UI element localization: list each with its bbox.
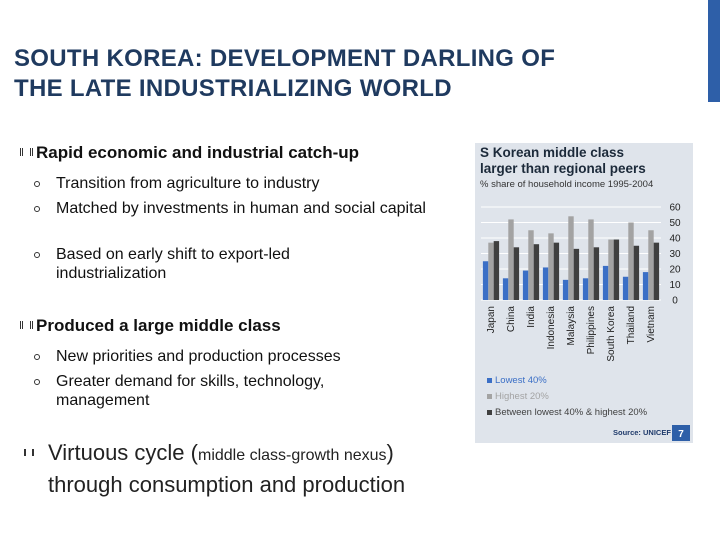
text: middle class-growth nexus xyxy=(197,447,387,464)
x-tick-label: Malaysia xyxy=(566,306,577,346)
sub-bullet: Transition from agriculture to industry xyxy=(34,174,446,193)
x-tick-label: Indonesia xyxy=(546,306,557,350)
bar xyxy=(522,270,529,300)
x-tick-label: Japan xyxy=(486,306,497,333)
legend-label: Highest 20% xyxy=(495,391,549,402)
bar xyxy=(573,248,580,300)
x-tick-label: Philippines xyxy=(586,306,597,354)
bar xyxy=(493,241,500,300)
x-tick-label: India xyxy=(526,306,537,328)
text: ) xyxy=(386,440,394,465)
bar xyxy=(542,267,549,300)
y-tick-label: 40 xyxy=(669,234,681,245)
y-tick-label: 60 xyxy=(669,203,681,214)
bar xyxy=(613,239,620,300)
bar xyxy=(653,242,660,300)
page-box xyxy=(672,425,690,441)
bar xyxy=(582,278,589,300)
chart-subtitle: % share of household income 1995-2004 xyxy=(480,179,653,190)
sub-bullet: New priorities and production processes xyxy=(34,347,416,366)
y-tick-label: 0 xyxy=(672,296,678,307)
y-tick-label: 30 xyxy=(669,249,681,260)
chart-title: larger than regional peers xyxy=(480,161,646,176)
bar xyxy=(628,222,634,300)
bar xyxy=(622,276,629,300)
x-tick-label: South Korea xyxy=(606,306,617,362)
bar xyxy=(488,242,494,300)
bar xyxy=(528,230,534,300)
source: Source: UNICEF xyxy=(613,428,671,437)
bar xyxy=(568,216,574,300)
sub-bullet: Based on early shift to export-led indus… xyxy=(34,245,356,283)
bar xyxy=(602,265,609,300)
bar xyxy=(642,272,649,300)
bullet: Rapid economic and industrial catch-up xyxy=(19,143,360,162)
legend-swatch xyxy=(487,394,492,399)
legend-swatch xyxy=(487,410,492,415)
bar xyxy=(548,233,554,300)
y-tick-label: 10 xyxy=(669,280,681,291)
bullet: Virtuous cycle (middle class-growth nexu… xyxy=(24,438,468,499)
text: Virtuous cycle ( xyxy=(48,440,198,465)
y-tick-label: 50 xyxy=(669,218,681,229)
slide-title: SOUTH KOREA: DEVELOPMENT DARLING OF THE … xyxy=(14,44,555,104)
legend-label: Lowest 40% xyxy=(495,375,547,386)
title-line: THE LATE INDUSTRIALIZING WORLD xyxy=(14,75,452,102)
bar xyxy=(633,245,640,300)
sub-bullet: Greater demand for skills, technology, m… xyxy=(34,372,376,410)
x-tick-label: China xyxy=(506,306,517,333)
text: through consumption and production xyxy=(48,472,406,497)
chart: S Korean middle class larger than region… xyxy=(475,143,693,443)
page-number: 7 xyxy=(678,429,684,440)
x-tick-label: Vietnam xyxy=(646,306,657,343)
bar xyxy=(508,219,514,300)
bar xyxy=(482,261,489,300)
bar xyxy=(593,247,600,300)
bar xyxy=(502,278,509,300)
bar xyxy=(588,219,594,300)
bar xyxy=(608,239,614,300)
bar xyxy=(553,242,560,300)
y-tick-label: 20 xyxy=(669,265,681,276)
bar xyxy=(648,230,654,300)
bar xyxy=(562,279,569,300)
bar xyxy=(533,244,540,300)
chart-title: S Korean middle class xyxy=(480,145,624,160)
sub-bullet: Matched by investments in human and soci… xyxy=(34,199,446,218)
bar xyxy=(513,247,520,300)
bullet: Produced a large middle class xyxy=(20,316,281,335)
title-line: SOUTH KOREA: DEVELOPMENT DARLING OF xyxy=(14,45,556,72)
x-tick-label: Thailand xyxy=(626,306,637,344)
legend-swatch xyxy=(487,378,492,383)
accent-bar xyxy=(708,0,720,102)
legend-label: Between lowest 40% & highest 20% xyxy=(495,407,648,418)
